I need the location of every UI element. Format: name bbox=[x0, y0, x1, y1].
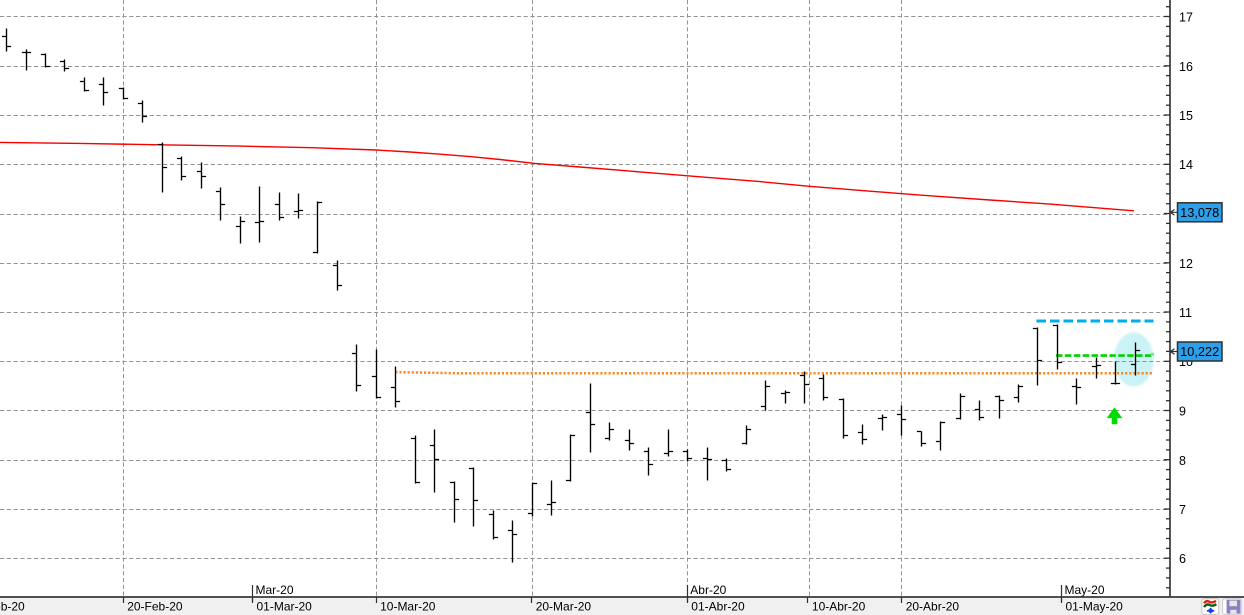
svg-text:16: 16 bbox=[1179, 60, 1193, 74]
svg-text:15: 15 bbox=[1179, 109, 1193, 123]
svg-text:11: 11 bbox=[1179, 306, 1192, 320]
svg-text:17: 17 bbox=[1179, 11, 1193, 25]
svg-text:12: 12 bbox=[1179, 257, 1193, 271]
svg-text:14: 14 bbox=[1179, 158, 1193, 172]
svg-text:10-Mar-20: 10-Mar-20 bbox=[380, 600, 436, 614]
svg-text:01-May-20: 01-May-20 bbox=[1066, 600, 1124, 614]
svg-text:01-Mar-20: 01-Mar-20 bbox=[257, 600, 313, 614]
svg-text:01-Abr-20: 01-Abr-20 bbox=[691, 600, 745, 614]
svg-text:8: 8 bbox=[1179, 454, 1186, 468]
svg-text:9: 9 bbox=[1179, 405, 1186, 419]
svg-text:10,222: 10,222 bbox=[1180, 344, 1219, 359]
svg-text:10-Abr-20: 10-Abr-20 bbox=[812, 600, 866, 614]
svg-text:Abr-20: Abr-20 bbox=[690, 583, 726, 597]
svg-text:13,078: 13,078 bbox=[1180, 205, 1219, 220]
svg-text:Mar-20: Mar-20 bbox=[256, 583, 294, 597]
svg-text:May-20: May-20 bbox=[1065, 583, 1105, 597]
svg-text:20-Abr-20: 20-Abr-20 bbox=[906, 600, 960, 614]
svg-text:7: 7 bbox=[1179, 503, 1186, 517]
svg-text:20-Feb-20: 20-Feb-20 bbox=[127, 600, 183, 614]
svg-text:6: 6 bbox=[1179, 552, 1186, 566]
svg-text:Feb-20: Feb-20 bbox=[0, 600, 25, 614]
svg-text:20-Mar-20: 20-Mar-20 bbox=[536, 600, 592, 614]
